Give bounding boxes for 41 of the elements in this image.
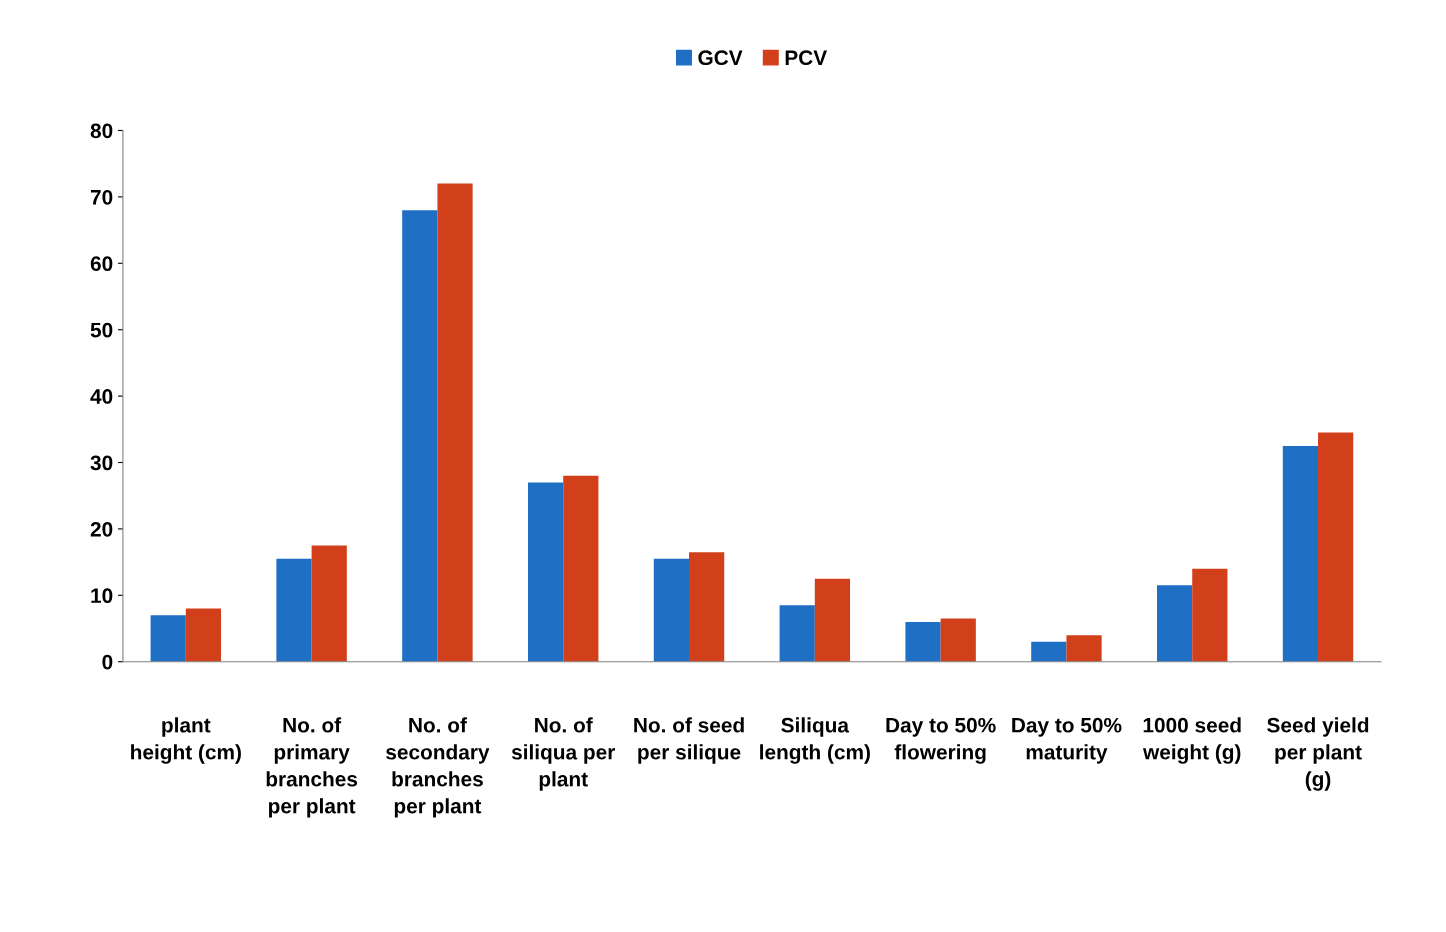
bar xyxy=(276,558,312,662)
bar xyxy=(814,578,851,662)
bar xyxy=(527,482,564,662)
y-tick-label: 70 xyxy=(90,189,113,205)
y-tick-label: 40 xyxy=(90,389,113,404)
bar xyxy=(150,615,186,662)
bar xyxy=(1157,585,1193,662)
bar xyxy=(905,621,941,662)
bar xyxy=(1066,635,1102,662)
y-tick-label: 50 xyxy=(90,322,113,338)
bar xyxy=(311,545,347,662)
x-tick-label: Siliqua length (cm) xyxy=(760,717,870,764)
y-tick-label: 30 xyxy=(90,455,113,471)
bar xyxy=(1282,445,1319,662)
legend-label: GCV xyxy=(698,50,743,66)
x-tick-label: No. of seed per silique xyxy=(634,717,744,764)
legend-label: PCV xyxy=(785,50,828,66)
bar xyxy=(185,608,222,662)
y-tick-label: 60 xyxy=(90,256,113,272)
bar xyxy=(689,552,725,662)
bar xyxy=(1192,568,1228,662)
x-tick-label: Day to 50% flowering xyxy=(886,717,996,764)
x-tick-label: plant height (cm) xyxy=(131,717,241,764)
bar xyxy=(402,210,438,662)
x-tick-label: No. of siliqua per plant xyxy=(511,717,615,791)
bar xyxy=(437,183,473,662)
x-tick-label: Seed yield per plant (g) xyxy=(1267,717,1369,791)
bar xyxy=(653,558,690,662)
x-tick-label: 1000 seed weight (g) xyxy=(1142,717,1241,764)
bar xyxy=(940,618,976,662)
bar xyxy=(563,475,599,662)
y-tick-label: 0 xyxy=(102,654,113,670)
bar xyxy=(779,605,815,662)
x-tick-label: No. of primary branches per plant xyxy=(266,717,358,818)
bar xyxy=(1031,641,1067,662)
x-tick-label: No. of secondary branches per plant xyxy=(386,717,490,818)
y-tick-label: 20 xyxy=(90,521,113,537)
x-tick-label: Day to 50% maturity xyxy=(1012,717,1122,764)
bar xyxy=(1318,432,1354,662)
y-tick-label: 10 xyxy=(91,588,113,604)
y-tick-label: 80 xyxy=(90,123,113,139)
